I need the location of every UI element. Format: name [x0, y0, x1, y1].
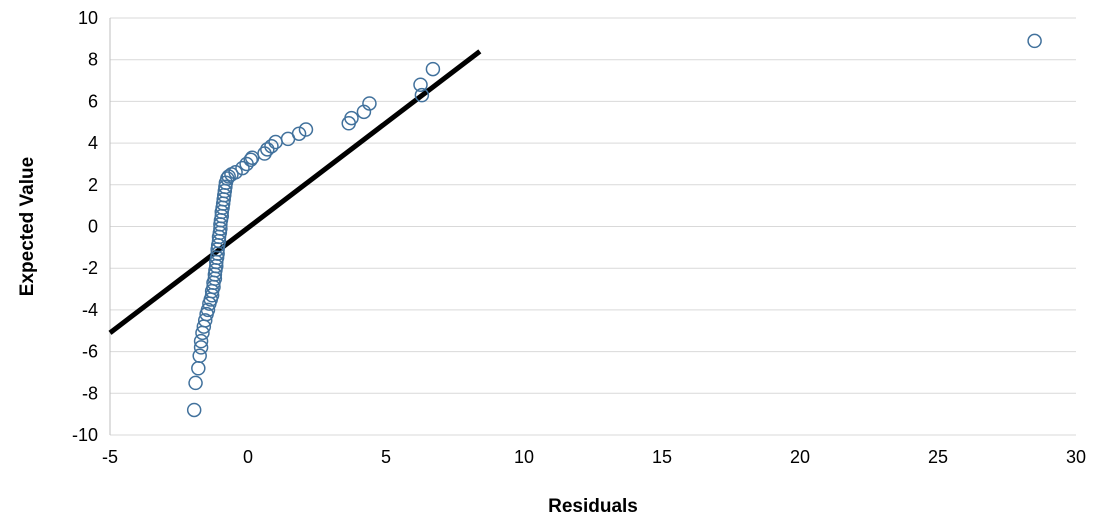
x-tick-label: 5 [381, 447, 391, 467]
y-tick-label: 10 [78, 8, 98, 28]
data-point-60 [414, 87, 430, 103]
x-axis-title: Residuals [548, 496, 638, 517]
data-point-45 [235, 160, 250, 176]
data-point-2 [191, 361, 206, 376]
y-tick-label: -4 [82, 300, 98, 320]
x-tick-label: -5 [102, 447, 118, 467]
y-tick-label: 0 [88, 217, 98, 237]
x-tick-label: 0 [243, 447, 253, 467]
y-axis-title: Expected Value [17, 157, 38, 296]
data-point-61 [413, 77, 428, 92]
grid-lines [110, 17, 1076, 436]
x-tick-labels: -5 0 5 10 15 20 25 30 [102, 447, 1086, 467]
data-point-44 [228, 165, 243, 180]
data-point-54 [291, 126, 307, 141]
data-point-49 [257, 146, 272, 161]
y-tick-label: 4 [88, 133, 98, 153]
data-point-3 [192, 348, 207, 364]
data-point-59 [362, 96, 377, 111]
data-point-10 [200, 302, 216, 318]
y-tick-label: -8 [82, 383, 98, 403]
y-tick-label: 6 [88, 91, 98, 111]
data-point-57 [344, 110, 359, 126]
x-tick-label: 30 [1066, 447, 1086, 467]
reference-line [108, 49, 482, 335]
data-point-4 [193, 340, 209, 355]
data-point-47 [243, 152, 259, 168]
data-point-63 [1027, 33, 1042, 49]
data-point-50 [260, 142, 275, 157]
data-point-39 [218, 179, 233, 195]
y-tick-label: 8 [88, 50, 98, 70]
x-tick-label: 25 [928, 447, 948, 467]
y-tick-label: -10 [72, 425, 98, 445]
x-tick-label: 20 [790, 447, 810, 467]
y-tick-label: -2 [82, 258, 98, 278]
x-tick-label: 10 [514, 447, 534, 467]
data-point-5 [193, 333, 209, 349]
data-point-8 [197, 313, 213, 328]
data-point-62 [425, 61, 441, 77]
data-point-42 [221, 169, 236, 184]
y-tick-labels: -10 -8 -6 -4 -2 0 2 4 6 8 10 [72, 8, 98, 445]
data-point-51 [264, 138, 279, 154]
reference-line-group [108, 49, 482, 335]
data-points [186, 33, 1042, 418]
data-point-0 [186, 402, 202, 418]
data-point-55 [298, 122, 314, 137]
x-tick-label: 15 [652, 447, 672, 467]
data-point-1 [188, 375, 203, 391]
y-tick-label: 2 [88, 175, 98, 195]
y-tick-label: -6 [82, 342, 98, 362]
